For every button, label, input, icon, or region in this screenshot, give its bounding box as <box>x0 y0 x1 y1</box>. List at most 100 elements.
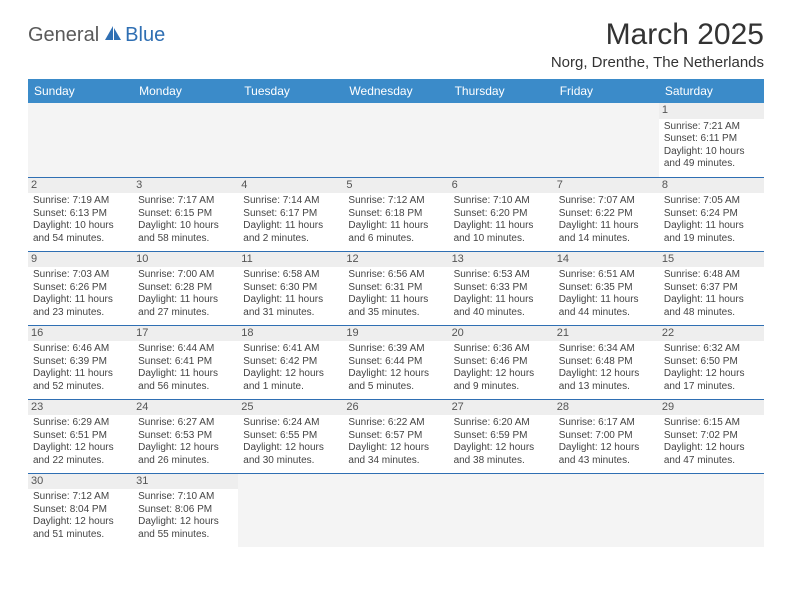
sunrise-text: Sunrise: 6:17 AM <box>559 417 654 430</box>
day-number: 27 <box>449 400 554 416</box>
day-number: 3 <box>133 178 238 194</box>
calendar-cell-empty <box>554 103 659 177</box>
daylight-text: Daylight: 12 hours <box>243 442 338 455</box>
calendar-cell: 27Sunrise: 6:20 AMSunset: 6:59 PMDayligh… <box>449 399 554 473</box>
weekday-header: Sunday <box>28 79 133 103</box>
calendar-cell-empty <box>343 103 448 177</box>
calendar-cell-empty <box>133 103 238 177</box>
daylight-text: Daylight: 12 hours <box>664 442 759 455</box>
daylight-text: and 51 minutes. <box>33 529 128 542</box>
daylight-text: and 31 minutes. <box>243 307 338 320</box>
daylight-text: and 56 minutes. <box>138 381 233 394</box>
daylight-text: Daylight: 11 hours <box>454 294 549 307</box>
sunrise-text: Sunrise: 7:12 AM <box>348 195 443 208</box>
sunrise-text: Sunrise: 6:34 AM <box>559 343 654 356</box>
day-number: 10 <box>133 252 238 268</box>
sunset-text: Sunset: 6:50 PM <box>664 356 759 369</box>
sunrise-text: Sunrise: 6:51 AM <box>559 269 654 282</box>
sunrise-text: Sunrise: 6:56 AM <box>348 269 443 282</box>
calendar-cell: 12Sunrise: 6:56 AMSunset: 6:31 PMDayligh… <box>343 251 448 325</box>
daylight-text: and 10 minutes. <box>454 233 549 246</box>
calendar-cell: 5Sunrise: 7:12 AMSunset: 6:18 PMDaylight… <box>343 177 448 251</box>
calendar-cell-empty <box>449 473 554 547</box>
sunset-text: Sunset: 6:48 PM <box>559 356 654 369</box>
sunrise-text: Sunrise: 7:00 AM <box>138 269 233 282</box>
sunset-text: Sunset: 8:06 PM <box>138 504 233 517</box>
sunset-text: Sunset: 7:02 PM <box>664 430 759 443</box>
sunrise-text: Sunrise: 6:39 AM <box>348 343 443 356</box>
calendar-cell: 14Sunrise: 6:51 AMSunset: 6:35 PMDayligh… <box>554 251 659 325</box>
sunset-text: Sunset: 6:28 PM <box>138 282 233 295</box>
daylight-text: Daylight: 12 hours <box>138 442 233 455</box>
calendar-cell-empty <box>449 103 554 177</box>
daylight-text: Daylight: 11 hours <box>348 294 443 307</box>
sunset-text: Sunset: 6:51 PM <box>33 430 128 443</box>
sunrise-text: Sunrise: 7:19 AM <box>33 195 128 208</box>
daylight-text: and 2 minutes. <box>243 233 338 246</box>
logo-text-blue: Blue <box>125 24 165 47</box>
daylight-text: Daylight: 11 hours <box>243 294 338 307</box>
sunset-text: Sunset: 6:35 PM <box>559 282 654 295</box>
day-number: 14 <box>554 252 659 268</box>
calendar-cell: 21Sunrise: 6:34 AMSunset: 6:48 PMDayligh… <box>554 325 659 399</box>
daylight-text: Daylight: 12 hours <box>33 516 128 529</box>
daylight-text: and 14 minutes. <box>559 233 654 246</box>
calendar-cell-empty <box>28 103 133 177</box>
daylight-text: Daylight: 11 hours <box>33 368 128 381</box>
day-number: 4 <box>238 178 343 194</box>
daylight-text: Daylight: 11 hours <box>454 220 549 233</box>
day-number: 12 <box>343 252 448 268</box>
calendar-cell: 30Sunrise: 7:12 AMSunset: 8:04 PMDayligh… <box>28 473 133 547</box>
day-number: 21 <box>554 326 659 342</box>
daylight-text: and 54 minutes. <box>33 233 128 246</box>
daylight-text: Daylight: 11 hours <box>138 294 233 307</box>
daylight-text: and 52 minutes. <box>33 381 128 394</box>
calendar-cell: 10Sunrise: 7:00 AMSunset: 6:28 PMDayligh… <box>133 251 238 325</box>
calendar-cell: 26Sunrise: 6:22 AMSunset: 6:57 PMDayligh… <box>343 399 448 473</box>
day-number: 9 <box>28 252 133 268</box>
daylight-text: and 58 minutes. <box>138 233 233 246</box>
sunset-text: Sunset: 6:44 PM <box>348 356 443 369</box>
calendar-cell: 28Sunrise: 6:17 AMSunset: 7:00 PMDayligh… <box>554 399 659 473</box>
sunset-text: Sunset: 6:55 PM <box>243 430 338 443</box>
calendar-cell: 24Sunrise: 6:27 AMSunset: 6:53 PMDayligh… <box>133 399 238 473</box>
calendar-cell: 3Sunrise: 7:17 AMSunset: 6:15 PMDaylight… <box>133 177 238 251</box>
sunrise-text: Sunrise: 6:15 AM <box>664 417 759 430</box>
logo-text-general: General <box>28 24 99 47</box>
sunset-text: Sunset: 6:41 PM <box>138 356 233 369</box>
daylight-text: Daylight: 11 hours <box>33 294 128 307</box>
daylight-text: and 9 minutes. <box>454 381 549 394</box>
calendar-cell: 8Sunrise: 7:05 AMSunset: 6:24 PMDaylight… <box>659 177 764 251</box>
calendar-cell: 11Sunrise: 6:58 AMSunset: 6:30 PMDayligh… <box>238 251 343 325</box>
header: General Blue March 2025 Norg, Drenthe, T… <box>28 18 764 71</box>
sunset-text: Sunset: 6:30 PM <box>243 282 338 295</box>
location-text: Norg, Drenthe, The Netherlands <box>551 54 764 71</box>
daylight-text: Daylight: 10 hours <box>138 220 233 233</box>
sunrise-text: Sunrise: 7:07 AM <box>559 195 654 208</box>
daylight-text: and 5 minutes. <box>348 381 443 394</box>
daylight-text: and 49 minutes. <box>664 158 759 171</box>
daylight-text: Daylight: 12 hours <box>348 368 443 381</box>
daylight-text: and 40 minutes. <box>454 307 549 320</box>
sunset-text: Sunset: 6:11 PM <box>664 133 759 146</box>
daylight-text: and 44 minutes. <box>559 307 654 320</box>
daylight-text: Daylight: 12 hours <box>243 368 338 381</box>
sunrise-text: Sunrise: 7:21 AM <box>664 121 759 134</box>
sunrise-text: Sunrise: 6:44 AM <box>138 343 233 356</box>
daylight-text: Daylight: 12 hours <box>138 516 233 529</box>
calendar-cell: 9Sunrise: 7:03 AMSunset: 6:26 PMDaylight… <box>28 251 133 325</box>
calendar-cell: 23Sunrise: 6:29 AMSunset: 6:51 PMDayligh… <box>28 399 133 473</box>
sunrise-text: Sunrise: 6:32 AM <box>664 343 759 356</box>
sunrise-text: Sunrise: 7:10 AM <box>454 195 549 208</box>
daylight-text: Daylight: 12 hours <box>454 442 549 455</box>
sunset-text: Sunset: 6:37 PM <box>664 282 759 295</box>
sunrise-text: Sunrise: 7:12 AM <box>33 491 128 504</box>
daylight-text: and 35 minutes. <box>348 307 443 320</box>
calendar-row: 1Sunrise: 7:21 AMSunset: 6:11 PMDaylight… <box>28 103 764 177</box>
sunset-text: Sunset: 6:39 PM <box>33 356 128 369</box>
daylight-text: Daylight: 11 hours <box>243 220 338 233</box>
calendar-cell: 13Sunrise: 6:53 AMSunset: 6:33 PMDayligh… <box>449 251 554 325</box>
daylight-text: Daylight: 10 hours <box>664 146 759 159</box>
daylight-text: Daylight: 11 hours <box>348 220 443 233</box>
sunrise-text: Sunrise: 6:24 AM <box>243 417 338 430</box>
